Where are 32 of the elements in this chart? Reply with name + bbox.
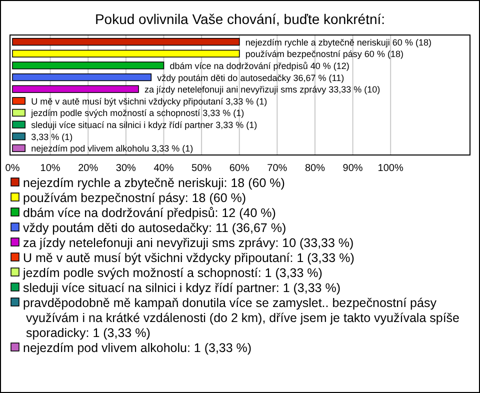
legend-label: používám bezpečnostní pásy: 18 (60 %) [23,191,246,205]
x-tick-label: 40% [154,163,174,174]
x-tick-label: 30% [116,163,136,174]
x-tick-label: 90% [342,163,363,174]
x-tick-label: 80% [304,163,326,174]
x-tick-label: 60% [229,163,250,174]
legend-label: nejezdím pod vlivem alkoholu: 1 (3,33 %) [23,341,252,355]
legend-label: sleduji více situací na silnici i kdyz řídí partner: 1 (3,33 %) [23,281,340,295]
data-label: dbám více na dodržování předpisů 40 % (12) [170,60,350,71]
x-tick-label: 70% [267,163,288,174]
chart-title: Pokud ovlivnila Vaše chování, buďte konkrétní: [94,11,386,27]
data-label: za jízdy netelefonuji ani nevyřizuji sms zprávy 33,33 % (10) [144,84,380,95]
x-tick-label: 0% [5,163,20,174]
legend-label: za jízdy netelefonuji ani nevyřizuji sms zprávy: 10 (33,33 %) [23,236,354,250]
data-label: jezdím podle svých možností a schopností 3,33 % (1) [30,108,244,118]
legend-label: jezdím podle svých možností a schopností: 1 (3,33 %) [22,266,322,280]
legend-label: nejezdím rychle a zbytečně neriskuji: 18 (60 %) [23,176,285,190]
legend-label: vždy poutám děti do autosedačky: 11 (36,67 %) [23,221,286,235]
data-label: 3,33 % (1) [31,132,73,142]
legend-label: U mě v autě musí být všichni vždycky připoutaní: 1 (3,33 %) [23,251,354,265]
data-label: U mě v autě musí být všichni vždycky připoutaní 3,33 % (1) [31,96,268,106]
data-label: sleduji více situací na silnici i kdyz řídí partner 3,33 % (1) [31,120,258,130]
data-label: vždy poutám děti do autosedačky 36,67 % (11) [157,72,344,83]
x-tick-label: 20% [78,163,98,174]
data-label: nejezdím rychle a zbytečně neriskuji 60 % (18) [245,37,432,48]
legend-label: dbám více na dodržování předpisů: 12 (40 %) [23,206,276,220]
data-label: používám bezpečnostní pásy 60 % (18) [245,49,404,60]
x-tick-label: 100% [378,163,404,174]
x-tick-label: 50% [192,163,212,174]
x-tick-label: 10% [40,163,60,174]
data-label: nejezdím pod vlivem alkoholu 3,33 % (1) [31,144,194,154]
legend-label: pravděpodobně mě kampaň donutila více se zamyslet.. bezpečnostní pásy využívám i na krátké vzdálenosti (do 2 km), dříve jsem je takto využívala spíše sporadicky: 1 (3,33 %) [23,296,460,340]
